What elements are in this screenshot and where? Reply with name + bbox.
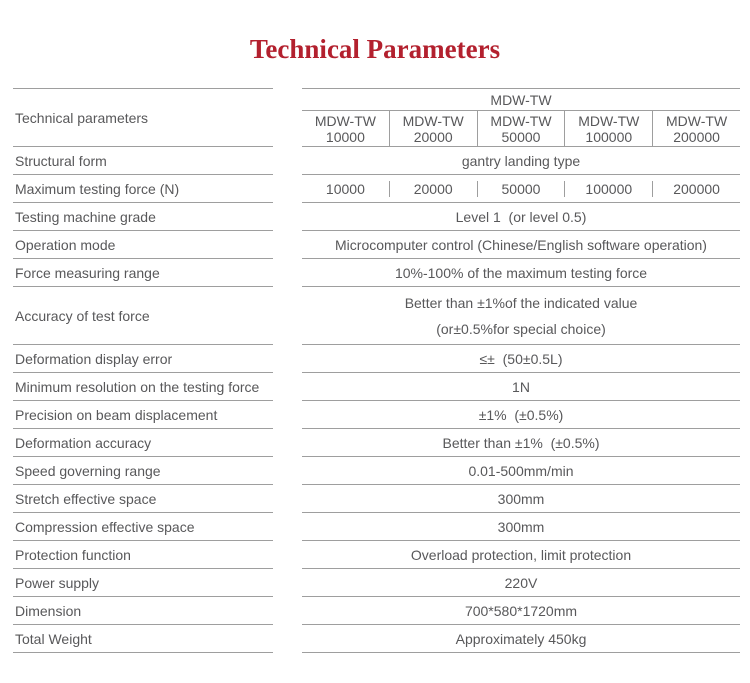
row-value: Microcomputer control (Chinese/English s… — [302, 231, 740, 259]
model-capacity: 50000 — [501, 128, 541, 145]
row-value: Approximately 450kg — [302, 625, 740, 653]
model-cell: MDW-TW 50000 — [476, 111, 565, 146]
table-row: Force measuring range 10%-100% of the ma… — [13, 259, 740, 287]
column-gap — [273, 569, 302, 597]
row-label: Minimum resolution on the testing force — [13, 373, 273, 401]
column-gap — [273, 401, 302, 429]
table-row: Compression effective space 300mm — [13, 513, 740, 541]
table-row: Deformation display error ≤± (50±0.5L) — [13, 345, 740, 373]
table-row: Dimension 700*580*1720mm — [13, 597, 740, 625]
column-gap — [273, 231, 302, 259]
row-label: Compression effective space — [13, 513, 273, 541]
row-label: Structural form — [13, 147, 273, 175]
model-capacity: 20000 — [413, 128, 453, 145]
row-label: Maximum testing force (N) — [13, 175, 273, 203]
technical-parameters-table: Technical parameters MDW-TW MDW-TW 10000… — [13, 88, 740, 653]
row-label: Protection function — [13, 541, 273, 569]
corner-label: Technical parameters — [13, 88, 273, 147]
force-value-cell: 20000 — [388, 180, 477, 197]
column-gap — [273, 513, 302, 541]
model-series: MDW-TW — [402, 112, 464, 129]
table-row: Testing machine grade Level 1 (or level … — [13, 203, 740, 231]
force-value-cell: 50000 — [476, 180, 565, 197]
table-row: Accuracy of test force Better than ±1%of… — [13, 287, 740, 345]
table-row: Protection function Overload protection,… — [13, 541, 740, 569]
column-gap — [273, 88, 302, 147]
model-capacity: 200000 — [673, 128, 720, 145]
force-value-cell: 10000 — [325, 180, 365, 197]
table-row: Deformation accuracy Better than ±1% (±0… — [13, 429, 740, 457]
row-label: Precision on beam displacement — [13, 401, 273, 429]
model-capacity: 10000 — [325, 128, 365, 145]
row-label: Speed governing range — [13, 457, 273, 485]
row-value: ≤± (50±0.5L) — [302, 345, 740, 373]
table-header-row: Technical parameters MDW-TW MDW-TW 10000… — [13, 88, 740, 147]
row-label: Stretch effective space — [13, 485, 273, 513]
column-gap — [273, 429, 302, 457]
column-gap — [273, 597, 302, 625]
row-value: 220V — [302, 569, 740, 597]
column-gap — [273, 345, 302, 373]
row-value: Better than ±1% (±0.5%) — [302, 429, 740, 457]
force-value-cell: 200000 — [652, 180, 740, 197]
table-row: Power supply 220V — [13, 569, 740, 597]
row-values: 10000 20000 50000 100000 200000 — [302, 175, 740, 203]
column-gap — [273, 625, 302, 653]
series-group-label: MDW-TW — [302, 89, 740, 111]
row-label: Dimension — [13, 597, 273, 625]
row-value: Overload protection, limit protection — [302, 541, 740, 569]
row-value: 700*580*1720mm — [302, 597, 740, 625]
force-value-cell: 100000 — [564, 180, 652, 197]
table-row: Maximum testing force (N) 10000 20000 50… — [13, 175, 740, 203]
row-label: Operation mode — [13, 231, 273, 259]
page-title: Technical Parameters — [249, 34, 501, 64]
model-header: MDW-TW MDW-TW 10000 MDW-TW 20000 MDW-TW … — [302, 88, 740, 147]
row-value: gantry landing type — [302, 147, 740, 175]
row-value: 0.01-500mm/min — [302, 457, 740, 485]
row-value: 1N — [302, 373, 740, 401]
row-value: Level 1 (or level 0.5) — [302, 203, 740, 231]
model-cell: MDW-TW 100000 — [564, 111, 652, 146]
model-cell: MDW-TW 10000 — [302, 111, 389, 146]
row-value: ±1% (±0.5%) — [302, 401, 740, 429]
row-value: 300mm — [302, 513, 740, 541]
column-gap — [273, 287, 302, 345]
value-line: (or±0.5%for special choice) — [436, 320, 606, 337]
model-series: MDW-TW — [666, 112, 728, 129]
row-label: Accuracy of test force — [13, 287, 273, 345]
model-series: MDW-TW — [578, 112, 640, 129]
row-label: Deformation display error — [13, 345, 273, 373]
row-label: Power supply — [13, 569, 273, 597]
table-row: Stretch effective space 300mm — [13, 485, 740, 513]
column-gap — [273, 541, 302, 569]
row-value: Better than ±1%of the indicated value (o… — [302, 287, 740, 345]
row-value: 10%-100% of the maximum testing force — [302, 259, 740, 287]
table-row: Speed governing range 0.01-500mm/min — [13, 457, 740, 485]
model-series: MDW-TW — [490, 112, 552, 129]
table-row: Operation mode Microcomputer control (Ch… — [13, 231, 740, 259]
value-line: Better than ±1%of the indicated value — [404, 294, 638, 311]
table-row: Precision on beam displacement ±1% (±0.5… — [13, 401, 740, 429]
column-gap — [273, 203, 302, 231]
table-row: Minimum resolution on the testing force … — [13, 373, 740, 401]
model-capacity: 100000 — [585, 128, 633, 145]
column-gap — [273, 373, 302, 401]
column-gap — [273, 457, 302, 485]
row-label: Testing machine grade — [13, 203, 273, 231]
model-cell: MDW-TW 20000 — [388, 111, 477, 146]
table-row: Total Weight Approximately 450kg — [13, 625, 740, 653]
row-value: 300mm — [302, 485, 740, 513]
model-cell: MDW-TW 200000 — [652, 111, 740, 146]
column-gap — [273, 259, 302, 287]
model-cells: MDW-TW 10000 MDW-TW 20000 MDW-TW 50000 M… — [302, 111, 740, 146]
row-label: Force measuring range — [13, 259, 273, 287]
row-label: Total Weight — [13, 625, 273, 653]
model-series: MDW-TW — [314, 112, 376, 129]
row-label: Deformation accuracy — [13, 429, 273, 457]
column-gap — [273, 485, 302, 513]
table-row: Structural form gantry landing type — [13, 147, 740, 175]
column-gap — [273, 147, 302, 175]
column-gap — [273, 175, 302, 203]
